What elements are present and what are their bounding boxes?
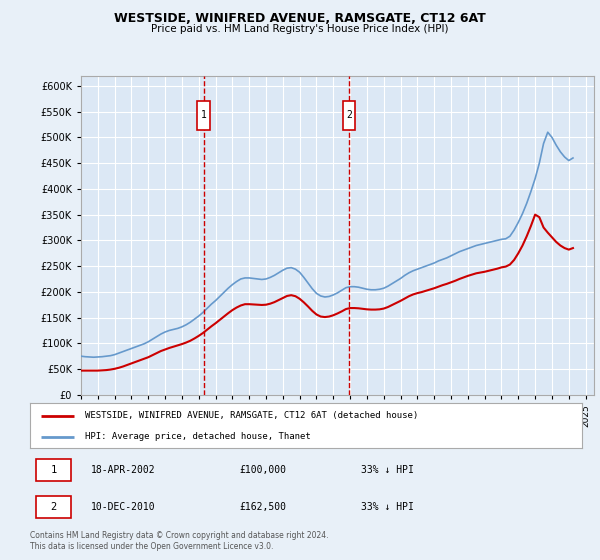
Text: WESTSIDE, WINIFRED AVENUE, RAMSGATE, CT12 6AT (detached house): WESTSIDE, WINIFRED AVENUE, RAMSGATE, CT1… [85, 411, 418, 420]
Text: 2: 2 [50, 502, 56, 512]
FancyBboxPatch shape [35, 496, 71, 517]
FancyBboxPatch shape [343, 101, 355, 130]
Text: 1: 1 [50, 465, 56, 475]
FancyBboxPatch shape [197, 101, 210, 130]
Text: 1: 1 [200, 110, 206, 120]
Text: 18-APR-2002: 18-APR-2002 [91, 465, 155, 475]
Text: £100,000: £100,000 [240, 465, 287, 475]
Text: 2: 2 [346, 110, 352, 120]
Text: 33% ↓ HPI: 33% ↓ HPI [361, 502, 414, 512]
Text: HPI: Average price, detached house, Thanet: HPI: Average price, detached house, Than… [85, 432, 311, 441]
Text: Price paid vs. HM Land Registry's House Price Index (HPI): Price paid vs. HM Land Registry's House … [151, 24, 449, 34]
Text: £162,500: £162,500 [240, 502, 287, 512]
Text: This data is licensed under the Open Government Licence v3.0.: This data is licensed under the Open Gov… [30, 542, 274, 551]
Text: Contains HM Land Registry data © Crown copyright and database right 2024.: Contains HM Land Registry data © Crown c… [30, 531, 329, 540]
Text: 33% ↓ HPI: 33% ↓ HPI [361, 465, 414, 475]
Text: 10-DEC-2010: 10-DEC-2010 [91, 502, 155, 512]
FancyBboxPatch shape [35, 459, 71, 481]
Text: WESTSIDE, WINIFRED AVENUE, RAMSGATE, CT12 6AT: WESTSIDE, WINIFRED AVENUE, RAMSGATE, CT1… [114, 12, 486, 25]
